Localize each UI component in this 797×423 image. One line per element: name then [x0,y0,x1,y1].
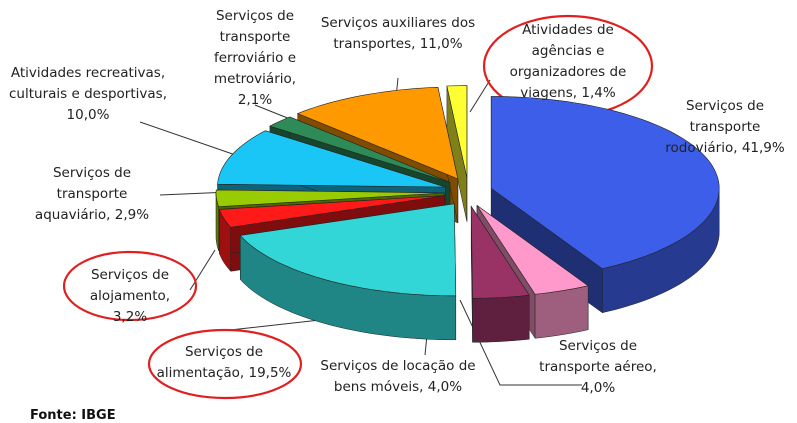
category-name: Atividades de agências e organizadores d… [509,22,627,101]
category-name: Serviços de transporte aquaviário [34,165,132,223]
category-name: Serviços de transporte rodoviário [665,98,765,156]
slice [217,130,446,188]
value-label: 19,5% [240,365,291,381]
slice-label: Serviços de transporte ferroviário e met… [195,6,315,111]
slice-label: Atividades de agências e organizadores d… [503,20,633,104]
value-label: 41,9% [733,140,784,156]
slice [239,203,457,297]
slice [269,116,451,183]
slice [476,205,589,295]
slice-label: Serviços de transporte aquaviário2,9% [22,163,162,226]
leader-line [189,249,216,291]
value-label: 2,9% [106,207,149,223]
slice-label: Serviços de transporte aéreo4,0% [538,336,658,399]
category-name: Atividades recreativas, culturais e desp… [9,65,166,102]
value-label: 1,4% [573,85,616,101]
highlight-ring [147,328,303,400]
value-label: 11,0% [411,36,462,52]
leader-line [469,79,491,113]
value-label: 4,0% [419,379,462,395]
slice [215,189,445,208]
leader-line [229,319,321,331]
source: Fonte: IBGE [30,408,116,423]
slice-label: Atividades recreativas, culturais e desp… [1,63,176,126]
category-name: Serviços de transporte aéreo [539,338,653,375]
slice [296,86,459,180]
slice [490,96,720,270]
category-name: Serviços auxiliares dos transportes [320,15,476,52]
category-name: Serviços de alimentação [156,344,264,381]
leader-line [139,121,251,161]
slice-side [472,294,530,343]
slice-label: Serviços de alojamento3,2% [75,265,185,328]
category-name: Serviços de alojamento [89,267,170,304]
slice [218,195,445,228]
slice-label: Serviços de locação de bens móveis4,0% [318,356,478,398]
highlight-ring [62,250,198,322]
category-name: Serviços de locação de bens móveis [320,358,476,395]
slice [470,205,530,299]
pie [215,85,720,343]
slice [446,85,468,178]
slice-label: Serviços de alimentação19,5% [154,342,294,384]
slice-label: Serviços de transporte rodoviário41,9% [660,96,790,159]
slice-label: Serviços auxiliares dos transportes11,0% [318,13,478,55]
category-name: Serviços de transporte ferroviário e met… [213,8,297,87]
